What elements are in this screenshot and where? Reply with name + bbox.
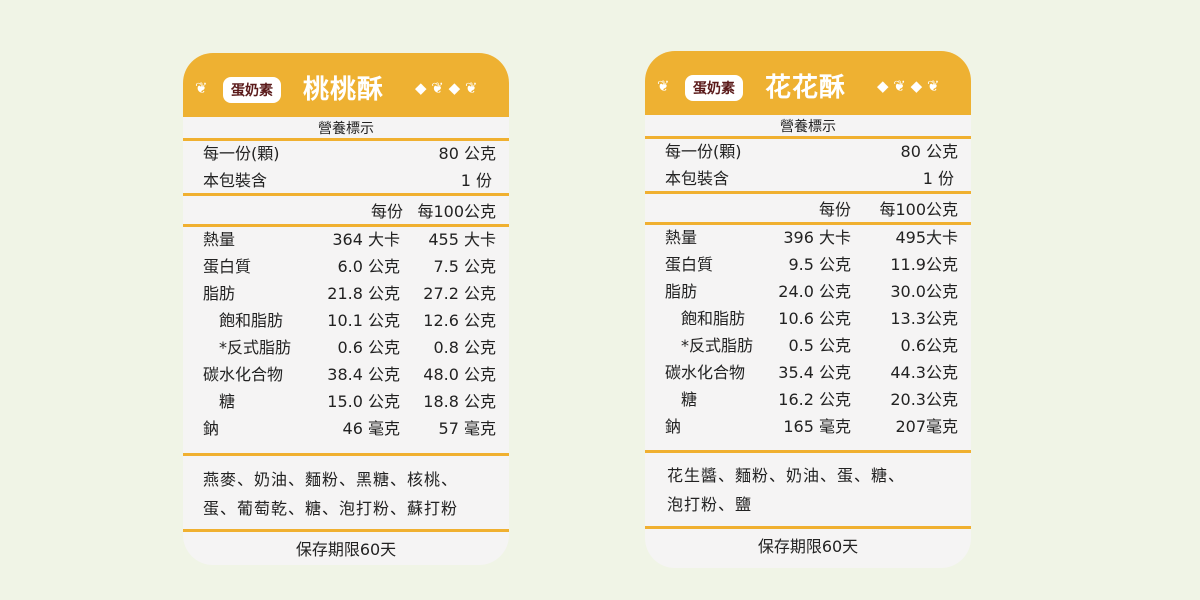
nutrient-name: 飽和脂肪 xyxy=(665,309,746,328)
nutrition-label-card: ❦ 蛋奶素 花花酥 ◆ ❦ ◆ ❦ 營養標示 每一份(顆) 80 公克 本包裝含… xyxy=(645,51,971,568)
flower-ornament-icon: ❦ xyxy=(657,77,670,95)
section-title: 營養標示 xyxy=(780,119,836,135)
nutrient-name: 蛋白質 xyxy=(665,255,714,274)
nutrient-name: 飽和脂肪 xyxy=(203,311,284,330)
nutrient-per-100g: 495大卡 xyxy=(895,228,958,247)
col-per-100g: 每100公克 xyxy=(879,200,958,219)
serving-label: 每一份(顆) xyxy=(203,144,280,163)
nutrient-per-serving: 16.2 公克 xyxy=(778,390,851,409)
nutrient-name: 蛋白質 xyxy=(203,257,252,276)
nutrient-per-serving: 6.0 公克 xyxy=(337,257,400,276)
divider xyxy=(645,450,971,453)
card-header: ❦ 蛋奶素 桃桃酥 ◆ ❦ ◆ ❦ xyxy=(183,53,509,117)
divider xyxy=(183,224,509,227)
nutrient-per-serving: 10.6 公克 xyxy=(778,309,851,328)
nutrient-name: 碳水化合物 xyxy=(665,363,746,382)
nutrient-name: *反式脂肪 xyxy=(665,336,754,355)
nutrient-per-100g: 11.9公克 xyxy=(890,255,958,274)
nutrient-per-100g: 0.8 公克 xyxy=(433,338,496,357)
ingredients-line: 蛋、葡萄乾、糖、泡打粉、蘇打粉 xyxy=(203,499,459,518)
ingredients-line: 花生醬、麵粉、奶油、蛋、糖、 xyxy=(667,466,906,485)
nutrient-per-100g: 13.3公克 xyxy=(890,309,958,328)
nutrient-per-serving: 10.1 公克 xyxy=(327,311,400,330)
nutrient-name: 糖 xyxy=(203,392,236,411)
nutrient-per-serving: 24.0 公克 xyxy=(778,282,851,301)
card-header: ❦ 蛋奶素 花花酥 ◆ ❦ ◆ ❦ xyxy=(645,51,971,115)
nutrient-per-serving: 396 大卡 xyxy=(783,228,851,247)
col-per-serving: 每份 xyxy=(370,202,403,221)
diet-badge: 蛋奶素 xyxy=(685,75,743,101)
divider xyxy=(645,191,971,194)
nutrient-per-100g: 0.6公克 xyxy=(900,336,958,355)
nutrient-name: 熱量 xyxy=(665,228,698,247)
nutrient-name: *反式脂肪 xyxy=(203,338,292,357)
flower-ornament-icon: ◆ ❦ ◆ ❦ xyxy=(415,79,478,97)
flower-ornament-icon: ❦ xyxy=(195,79,208,97)
serving-value: 80 公克 xyxy=(438,144,496,163)
nutrient-per-100g: 48.0 公克 xyxy=(423,365,496,384)
nutrient-per-serving: 46 毫克 xyxy=(342,419,400,438)
nutrient-name: 糖 xyxy=(665,390,698,409)
nutrient-per-100g: 455 大卡 xyxy=(428,230,496,249)
nutrient-per-serving: 9.5 公克 xyxy=(788,255,851,274)
nutrient-per-serving: 0.5 公克 xyxy=(788,336,851,355)
pack-value: 1 份 xyxy=(460,171,492,190)
ingredients-line: 燕麥、奶油、麵粉、黑糖、核桃、 xyxy=(203,470,459,489)
product-title: 桃桃酥 xyxy=(303,75,385,105)
nutrient-per-serving: 0.6 公克 xyxy=(337,338,400,357)
serving-label: 每一份(顆) xyxy=(665,142,742,161)
nutrient-per-100g: 44.3公克 xyxy=(890,363,958,382)
nutrient-per-100g: 57 毫克 xyxy=(438,419,496,438)
ingredients-line: 泡打粉、鹽 xyxy=(667,495,753,514)
divider xyxy=(183,193,509,196)
nutrient-name: 碳水化合物 xyxy=(203,365,284,384)
product-title: 花花酥 xyxy=(765,73,847,103)
nutrition-label-card: ❦ 蛋奶素 桃桃酥 ◆ ❦ ◆ ❦ 營養標示 每一份(顆) 80 公克 本包裝含… xyxy=(183,53,509,565)
divider xyxy=(645,526,971,529)
nutrient-name: 熱量 xyxy=(203,230,236,249)
nutrient-per-serving: 35.4 公克 xyxy=(778,363,851,382)
nutrient-per-100g: 12.6 公克 xyxy=(423,311,496,330)
nutrient-per-serving: 364 大卡 xyxy=(332,230,400,249)
nutrient-name: 脂肪 xyxy=(665,282,698,301)
nutrient-per-100g: 20.3公克 xyxy=(890,390,958,409)
nutrient-per-100g: 30.0公克 xyxy=(890,282,958,301)
flower-ornament-icon: ◆ ❦ ◆ ❦ xyxy=(877,77,940,95)
shelf-life: 保存期限60天 xyxy=(757,537,859,556)
nutrient-name: 鈉 xyxy=(665,417,682,436)
nutrient-per-100g: 27.2 公克 xyxy=(423,284,496,303)
nutrient-name: 鈉 xyxy=(203,419,220,438)
divider xyxy=(645,136,971,139)
col-per-serving: 每份 xyxy=(818,200,851,219)
nutrient-per-serving: 15.0 公克 xyxy=(327,392,400,411)
pack-label: 本包裝含 xyxy=(203,171,268,190)
col-per-100g: 每100公克 xyxy=(417,202,496,221)
section-title: 營養標示 xyxy=(318,121,374,137)
nutrient-per-serving: 21.8 公克 xyxy=(327,284,400,303)
nutrient-per-serving: 165 毫克 xyxy=(783,417,851,436)
nutrient-per-100g: 18.8 公克 xyxy=(423,392,496,411)
divider xyxy=(183,138,509,141)
nutrient-name: 脂肪 xyxy=(203,284,236,303)
diet-badge: 蛋奶素 xyxy=(223,77,281,103)
nutrient-per-100g: 207毫克 xyxy=(895,417,958,436)
pack-value: 1 份 xyxy=(922,169,954,188)
divider xyxy=(183,529,509,532)
shelf-life: 保存期限60天 xyxy=(295,540,397,559)
nutrient-per-serving: 38.4 公克 xyxy=(327,365,400,384)
pack-label: 本包裝含 xyxy=(665,169,730,188)
divider xyxy=(183,453,509,456)
nutrient-per-100g: 7.5 公克 xyxy=(433,257,496,276)
divider xyxy=(645,222,971,225)
serving-value: 80 公克 xyxy=(900,142,958,161)
